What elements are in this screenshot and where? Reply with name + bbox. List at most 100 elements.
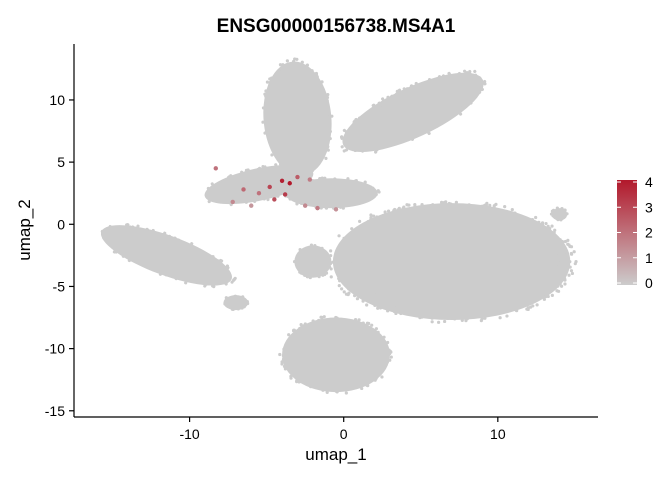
cell-point: [280, 160, 284, 164]
cell-point: [552, 250, 556, 254]
cell-point: [344, 141, 348, 145]
cell-point: [540, 237, 544, 241]
cell-point: [286, 195, 290, 199]
cell-point: [393, 207, 397, 212]
cell-point: [532, 296, 537, 300]
cell-point: [469, 101, 473, 105]
cell-point: [454, 200, 458, 204]
cell-point: [522, 299, 526, 304]
cell-point: [395, 89, 399, 93]
cell-point: [224, 282, 228, 286]
x-tick-label: -10: [179, 426, 199, 442]
cell-point: [492, 205, 496, 210]
cell-point: [544, 285, 549, 289]
cell-point: [340, 287, 344, 291]
cell-point: [556, 218, 560, 222]
cell-point: [350, 129, 354, 133]
cell-point: [329, 249, 333, 253]
cell-point: [286, 349, 290, 353]
y-ticks: -15 -10 -5 0 5 10: [45, 92, 74, 419]
cell-point: [505, 213, 509, 217]
cell-point: [513, 219, 517, 223]
cell-point: [390, 94, 394, 98]
cell-point: [371, 186, 375, 190]
cell-point: [386, 95, 390, 99]
cell-point: [390, 211, 394, 215]
cell-point: [480, 309, 484, 314]
cell-point: [430, 320, 434, 324]
cell-point: [309, 243, 314, 247]
cell-point: [352, 235, 356, 239]
cell-point: [383, 345, 387, 350]
cell-point: [351, 277, 355, 281]
cell-point: [474, 73, 478, 77]
cell-point: [347, 261, 352, 265]
cell-point: [158, 272, 163, 276]
cell-point: [465, 71, 469, 75]
cell-point: [295, 379, 299, 383]
cell-point: [278, 63, 283, 67]
cell-point: [203, 283, 207, 287]
cell-point: [264, 113, 268, 118]
cell-point: [353, 294, 357, 298]
cell-point: [291, 166, 295, 171]
cell-point: [412, 209, 416, 214]
cell-point: [328, 129, 332, 134]
cell-point: [373, 378, 377, 382]
cell-point: [262, 197, 266, 201]
cell-point: [515, 309, 519, 313]
cell-point: [413, 310, 417, 314]
cell-point: [263, 165, 267, 169]
cell-point: [365, 380, 369, 384]
colorbar-tick-label: 2: [645, 225, 653, 241]
cell-point: [558, 282, 562, 286]
cell-point: [373, 303, 377, 307]
cell-point: [274, 152, 279, 156]
cell-point: [409, 84, 414, 88]
cell-point: [331, 260, 335, 264]
cell-point: [288, 173, 292, 177]
cell-point: [570, 271, 574, 276]
cell-point: [325, 95, 330, 100]
cell-point: [326, 144, 330, 149]
cell-point: [309, 162, 313, 166]
cell-point: [453, 311, 458, 315]
cell-point: [354, 202, 358, 206]
cell-point: [365, 222, 369, 226]
cell-point: [210, 182, 214, 186]
cell-point: [473, 69, 477, 73]
cell-point: [543, 230, 548, 234]
cell-point: [372, 374, 376, 378]
colorbar-tick-label: 0: [645, 275, 653, 291]
cell-point: [563, 265, 567, 269]
cell-point: [484, 206, 488, 210]
cell-point: [555, 265, 559, 269]
cell-point: [325, 112, 329, 116]
cell-point: [324, 134, 328, 138]
expressing-cell-point: [267, 184, 272, 190]
cell-point: [121, 254, 125, 258]
cell-point: [471, 95, 475, 99]
cell-point: [340, 318, 344, 322]
cell-point: [128, 225, 132, 229]
cell-point: [288, 197, 292, 201]
cell-point: [364, 290, 368, 294]
cell-point: [216, 259, 220, 263]
cell-point: [463, 103, 467, 107]
cell-point: [466, 78, 470, 82]
cell-point: [559, 218, 563, 222]
cell-point: [264, 94, 268, 98]
cell-point: [397, 206, 401, 210]
cell-point: [108, 233, 113, 237]
cell-point: [299, 322, 303, 327]
cell-point: [342, 149, 346, 153]
cell-point: [322, 315, 326, 319]
cell-point: [341, 258, 345, 262]
cell-point: [556, 276, 561, 280]
cell-point: [468, 69, 472, 74]
cell-point: [326, 148, 330, 152]
cell-point: [305, 63, 310, 67]
cell-point: [374, 150, 378, 154]
cell-point: [285, 59, 289, 63]
cell-point: [341, 271, 345, 275]
